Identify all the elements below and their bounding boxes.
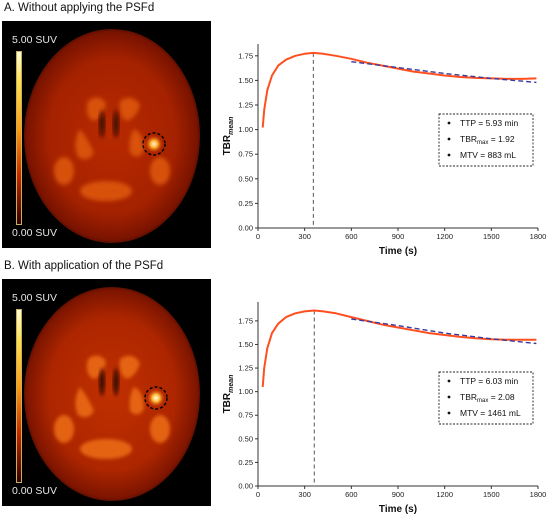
y-axis-label: TBRmean: [222, 117, 235, 156]
brain-scan-a: [24, 29, 200, 243]
legend-bullet: [447, 153, 451, 157]
chart-a: 0.00 0.25 0.50 0.75 1.00 1.25 1.50 1.75 0 300 600 9…: [216, 38, 546, 258]
y-tick-label: 0.00: [238, 224, 253, 233]
legend-entry: TBRmax = 2.08: [460, 392, 515, 404]
tbr-curve: [261, 51, 537, 128]
x-tick-label: 0: [256, 490, 260, 499]
lesion-hotspot-b: [147, 389, 165, 407]
y-tick-label: 0.50: [238, 174, 253, 183]
panel-a-title: A. Without applying the PSFd: [4, 2, 155, 14]
x-axis-label: Time (s): [379, 504, 417, 515]
y-axis-label: TBRmean: [222, 375, 235, 414]
y-tick-label: 1.75: [238, 51, 253, 60]
y-tick-label: 1.50: [238, 76, 253, 85]
y-tick-label: 1.00: [238, 125, 253, 134]
legend-bullet: [447, 395, 451, 399]
pet-image-b: 5.00 SUV 0.00 SUV: [2, 279, 211, 506]
legend-bullet: [447, 411, 451, 415]
y-tick-label: 0.75: [238, 150, 253, 159]
legend-frame: [438, 113, 534, 167]
x-tick-label: 300: [298, 490, 311, 499]
x-tick-label: 600: [345, 232, 358, 241]
suv-min-label-b: 0.00 SUV: [12, 485, 57, 497]
lesion-marker-a: [142, 132, 166, 156]
chart-b: 0.00 0.25 0.50 0.75 1.00 1.25 1.50 1.75 0 300 600 9…: [216, 296, 546, 516]
y-tick-label: 0.75: [238, 411, 253, 420]
y-tick-label: 1.00: [238, 387, 253, 396]
legend-entry: MTV = 1461 mL: [460, 408, 521, 418]
legend-bullet: [447, 121, 451, 125]
legend-frame: [438, 371, 534, 425]
legend-box: TTP = 5.93 min TBRmax = 1.92 MTV = 883 mL: [438, 113, 534, 167]
y-tick-label: 0.50: [238, 434, 253, 443]
legend-entry: MTV = 883 mL: [460, 150, 516, 160]
suv-max-label-b: 5.00 SUV: [12, 292, 57, 304]
x-tick-label: 1500: [483, 232, 500, 241]
x-tick-label: 900: [392, 490, 405, 499]
brain-scan-b: [24, 287, 200, 501]
y-tick-label: 1.50: [238, 340, 253, 349]
suv-max-label-a: 5.00 SUV: [12, 34, 57, 46]
y-tick-label: 1.25: [238, 101, 253, 110]
x-tick-label: 1200: [436, 490, 453, 499]
y-tick-label: 0.00: [238, 482, 253, 491]
x-tick-label: 900: [392, 232, 405, 241]
legend-entry: TTP = 5.93 min: [460, 118, 518, 128]
suv-colorbar-b: [16, 309, 22, 483]
x-tick-label: 0: [256, 232, 260, 241]
panel-b-title: B. With application of the PSFd: [4, 260, 164, 272]
tbr-curve: [261, 309, 537, 387]
legend-bullet: [447, 137, 451, 141]
x-tick-label: 1500: [483, 490, 500, 499]
y-tick-label: 1.75: [238, 316, 253, 325]
x-tick-label: 1800: [530, 490, 547, 499]
fit-line: [351, 318, 537, 345]
legend-entry: TBRmax = 1.92: [460, 134, 515, 146]
x-axis-label: Time (s): [379, 246, 417, 257]
x-tick-label: 1200: [436, 232, 453, 241]
lesion-hotspot-a: [145, 135, 163, 153]
suv-min-label-a: 0.00 SUV: [12, 227, 57, 239]
y-tick-label: 0.25: [238, 199, 253, 208]
x-tick-label: 600: [345, 490, 358, 499]
suv-colorbar-a: [16, 51, 22, 225]
fit-line: [351, 61, 537, 84]
pet-image-a: 5.00 SUV 0.00 SUV: [2, 21, 211, 248]
legend-bullet: [447, 379, 451, 383]
y-tick-label: 0.25: [238, 458, 253, 467]
legend-box: TTP = 6.03 min TBRmax = 2.08 MTV = 1461 mL: [438, 371, 534, 425]
legend-entry: TTP = 6.03 min: [460, 376, 518, 386]
x-tick-label: 300: [298, 232, 311, 241]
x-tick-label: 1800: [530, 232, 547, 241]
lesion-marker-b: [144, 386, 168, 410]
y-tick-label: 1.25: [238, 364, 253, 373]
